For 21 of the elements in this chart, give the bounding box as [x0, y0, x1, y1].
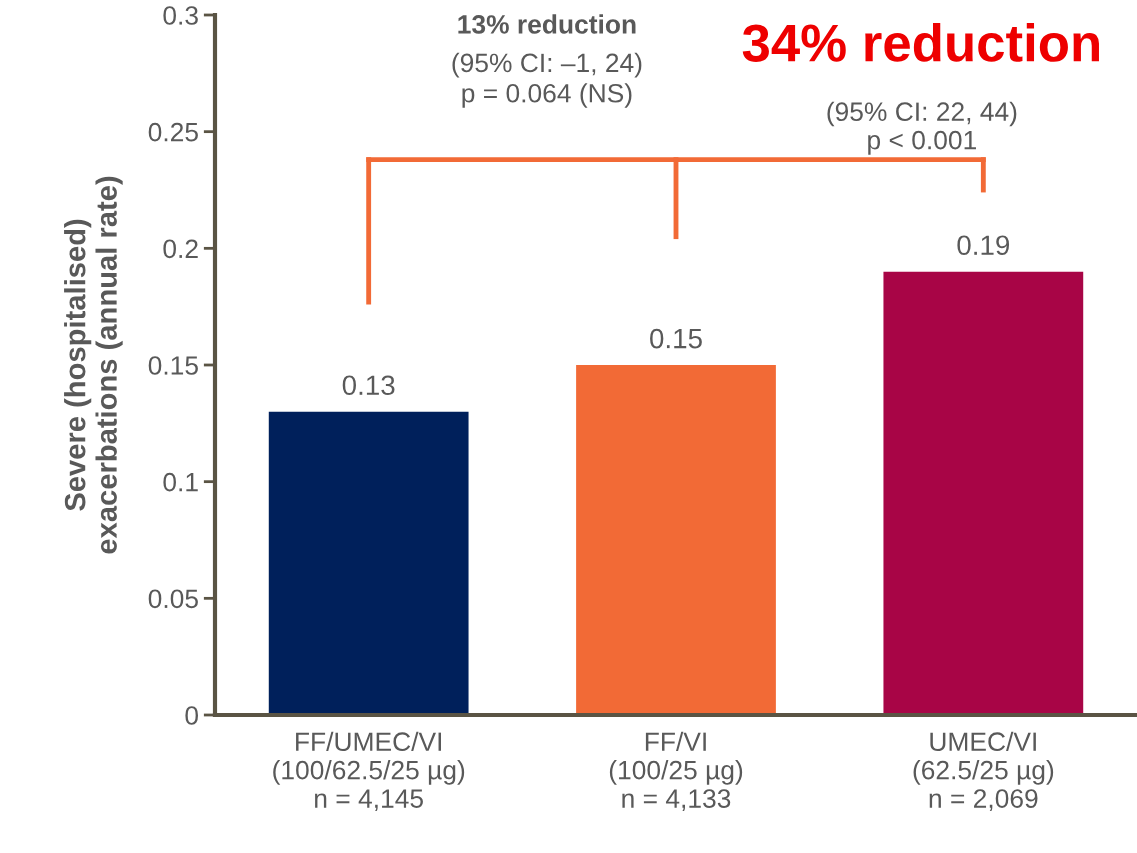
x-tick-label: UMEC/VI (62.5/25 µg) n = 2,069: [913, 731, 1054, 812]
y-tick-label: 0.2: [163, 239, 198, 259]
y-tick-label: 0: [185, 706, 198, 725]
y-axis-title: Severe (hospitalised) exacerbations (annual rate): [64, 176, 123, 554]
y-tick-label: 0.3: [163, 6, 198, 25]
annotation: (95% CI: 22, 44) p < 0.001: [827, 101, 1017, 155]
bar: [576, 365, 776, 715]
bar: [268, 411, 469, 715]
bar: [883, 271, 1084, 715]
annotation: 13% reduction: [458, 14, 636, 34]
data-label: 0.13: [342, 375, 395, 396]
x-tick-label: FF/VI (100/25 µg) n = 4,133: [609, 731, 743, 812]
y-tick-label: 0.15: [148, 356, 198, 375]
data-label: 0.19: [957, 235, 1010, 256]
y-tick-label: 0.25: [148, 122, 198, 142]
y-tick-label: 0.05: [148, 589, 198, 609]
annotation: 34% reduction: [742, 23, 1099, 62]
y-tick-label: 0.1: [163, 472, 198, 492]
x-tick-label: FF/UMEC/VI (100/62.5/25 µg) n = 4,145: [273, 731, 465, 812]
data-label: 0.15: [650, 328, 702, 349]
annotation: (95% CI: –1, 24) p = 0.064 (NS): [452, 52, 642, 108]
